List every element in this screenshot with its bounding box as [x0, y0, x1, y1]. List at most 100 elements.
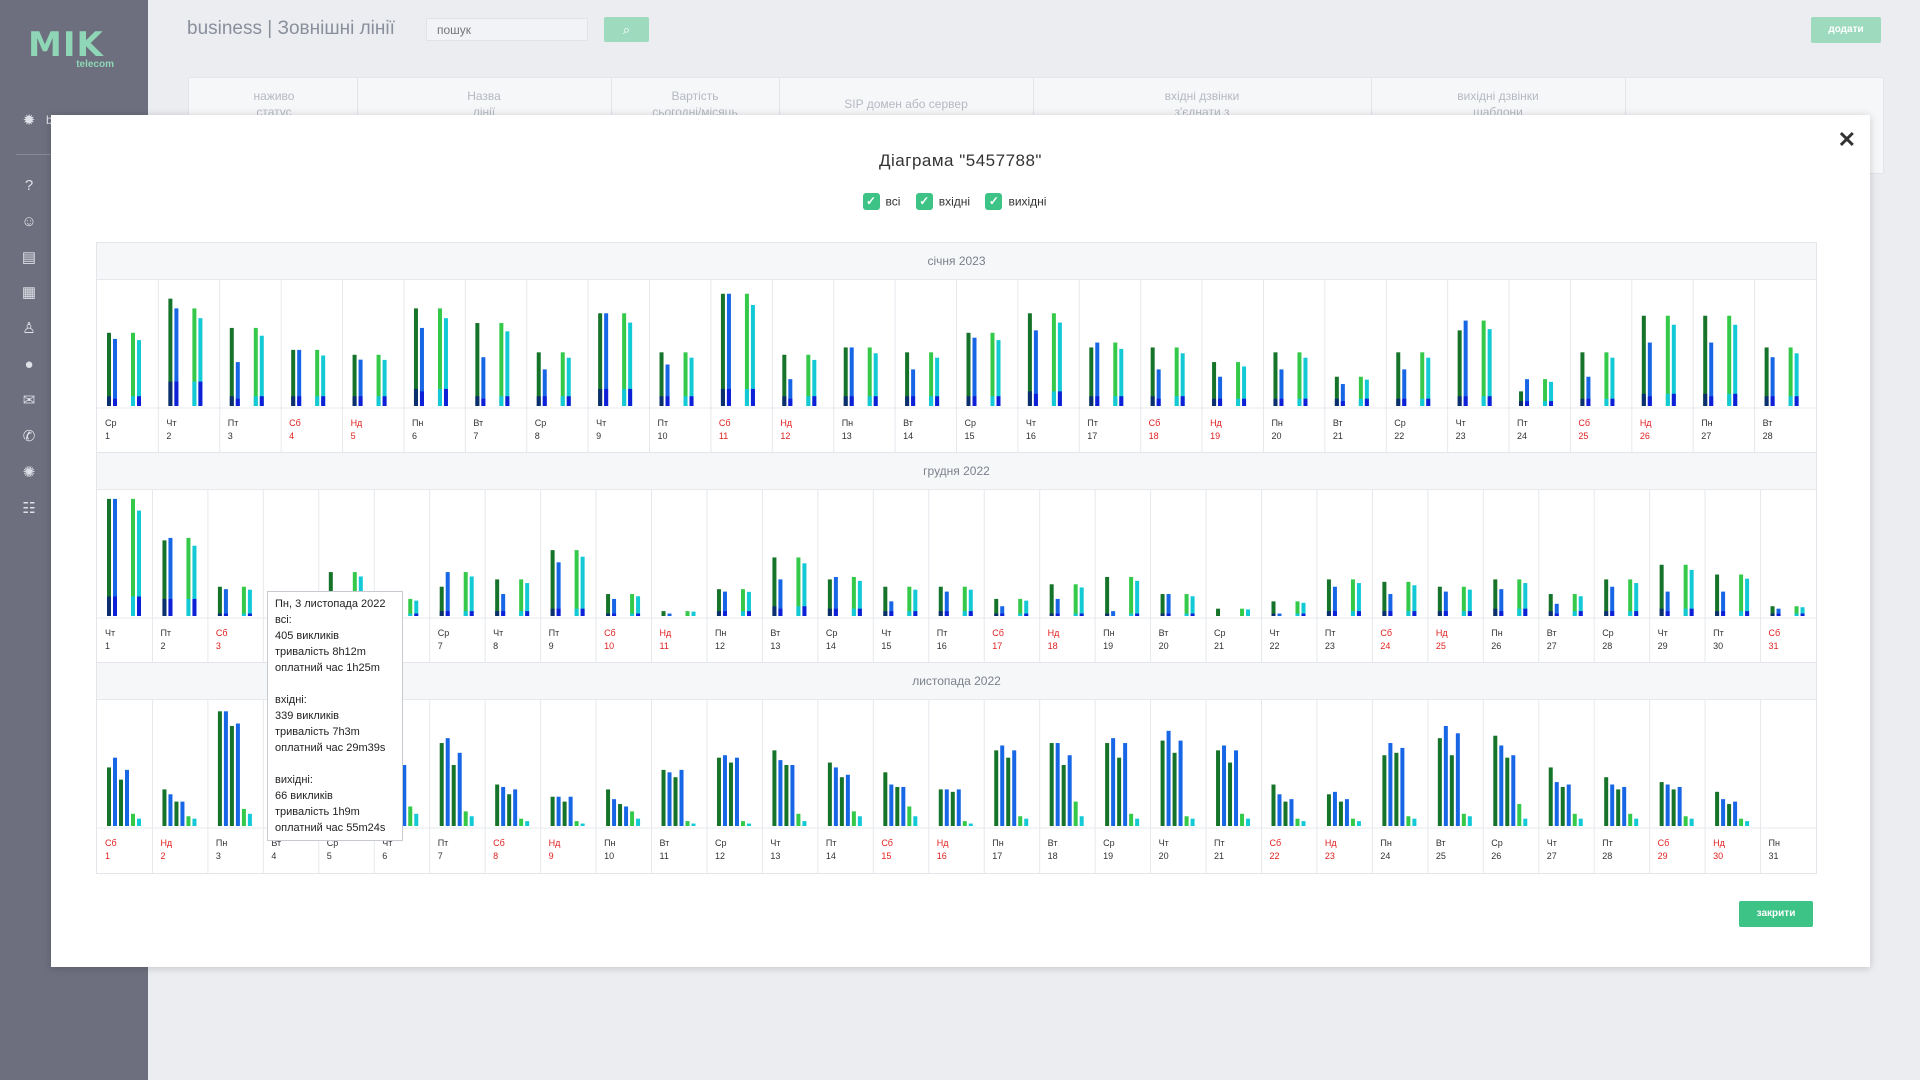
day-bars[interactable]	[495, 784, 530, 826]
day-bars[interactable]	[495, 579, 530, 616]
day-bars[interactable]	[107, 332, 141, 406]
day-bars[interactable]	[1105, 738, 1140, 826]
day-bars[interactable]	[168, 298, 203, 406]
day-bars[interactable]	[1382, 743, 1417, 826]
day-bars[interactable]	[883, 772, 918, 826]
day-bars[interactable]	[883, 586, 918, 616]
day-bars[interactable]	[606, 789, 641, 826]
day-bars[interactable]	[938, 789, 973, 826]
day-bars[interactable]	[1437, 586, 1472, 616]
day-bars[interactable]	[772, 557, 807, 616]
day-bars[interactable]	[994, 745, 1029, 826]
day-bars[interactable]	[162, 537, 197, 616]
day-bars[interactable]	[1382, 581, 1417, 616]
day-bars[interactable]	[1271, 784, 1306, 826]
day-bars[interactable]	[1160, 594, 1195, 616]
day-bars[interactable]	[1659, 782, 1694, 826]
day-bars[interactable]	[107, 498, 141, 616]
day-bars[interactable]	[659, 352, 694, 406]
day-bars[interactable]	[1703, 315, 1738, 406]
day-bars[interactable]	[291, 349, 326, 406]
day-bars[interactable]	[1273, 352, 1308, 406]
dot-icon[interactable]: ●	[24, 356, 34, 373]
day-bars[interactable]	[162, 789, 197, 826]
day-bars[interactable]	[1715, 574, 1750, 616]
day-bars[interactable]	[598, 313, 633, 406]
day-bars[interactable]	[1580, 352, 1615, 406]
day-bars[interactable]	[217, 586, 252, 616]
day-bars[interactable]	[1770, 606, 1805, 616]
day-bars[interactable]	[994, 598, 1029, 616]
day-bars[interactable]	[229, 327, 264, 406]
day-bars[interactable]	[1216, 745, 1251, 826]
search-input[interactable]	[426, 18, 588, 41]
day-bars[interactable]	[1150, 347, 1185, 406]
day-bars[interactable]	[1764, 347, 1799, 406]
day-bars[interactable]	[107, 757, 141, 826]
day-bars[interactable]	[1715, 791, 1750, 826]
day-bars[interactable]	[661, 769, 696, 826]
day-bars[interactable]	[1493, 735, 1528, 826]
checkbox-checked-icon[interactable]: ✓	[985, 193, 1003, 210]
day-bars[interactable]	[217, 711, 252, 826]
close-icon[interactable]: ✕	[1837, 127, 1856, 152]
filter-outgoing[interactable]: ✓ вихідні	[985, 193, 1046, 210]
day-bars[interactable]	[1493, 579, 1528, 616]
day-bars[interactable]	[1049, 584, 1084, 616]
document-icon[interactable]: ▤	[21, 249, 37, 266]
day-bars[interactable]	[827, 762, 862, 826]
day-bars[interactable]	[720, 293, 755, 406]
day-bars[interactable]	[475, 323, 510, 406]
calendar-icon[interactable]: ▦	[21, 284, 37, 301]
close-button[interactable]: закрити	[1739, 901, 1813, 927]
day-bars[interactable]	[550, 550, 585, 616]
day-bars[interactable]	[536, 352, 571, 406]
day-bars[interactable]	[1089, 342, 1124, 406]
day-bars[interactable]	[1396, 352, 1431, 406]
checkbox-checked-icon[interactable]: ✓	[862, 193, 880, 210]
user-settings-icon[interactable]: ♙	[22, 320, 36, 337]
day-bars[interactable]	[550, 796, 585, 826]
day-bars[interactable]	[1604, 777, 1639, 826]
day-bars[interactable]	[1160, 730, 1195, 826]
filter-all[interactable]: ✓ всі	[862, 193, 900, 210]
filter-incoming[interactable]: ✓ вхідні	[915, 193, 970, 210]
day-bars[interactable]	[413, 308, 448, 406]
question-icon[interactable]: ?	[24, 177, 34, 194]
day-bars[interactable]	[1105, 576, 1140, 616]
sidebar-active-label[interactable]: b	[46, 113, 53, 127]
user-icon[interactable]: ☺	[21, 213, 37, 230]
search-button[interactable]: ⌕	[604, 17, 649, 42]
day-bars[interactable]	[1271, 601, 1306, 616]
checkbox-checked-icon[interactable]: ✓	[915, 193, 933, 210]
day-bars[interactable]	[827, 576, 862, 616]
day-bars[interactable]	[661, 611, 696, 616]
day-bars[interactable]	[1212, 362, 1247, 406]
day-bars[interactable]	[1659, 564, 1694, 616]
day-bars[interactable]	[843, 347, 878, 406]
phone-icon[interactable]: ✆	[22, 428, 36, 445]
day-bars[interactable]	[782, 354, 817, 406]
day-bars[interactable]	[1027, 313, 1062, 406]
day-bars[interactable]	[1334, 376, 1369, 406]
add-button[interactable]: додати	[1811, 17, 1881, 43]
day-bars[interactable]	[1326, 791, 1361, 826]
day-bars[interactable]	[716, 755, 751, 826]
day-bars[interactable]	[1641, 315, 1676, 406]
day-bars[interactable]	[1604, 579, 1639, 616]
day-bars[interactable]	[439, 572, 474, 616]
day-bars[interactable]	[1326, 579, 1361, 616]
day-bars[interactable]	[1548, 767, 1583, 826]
day-bars[interactable]	[716, 589, 751, 616]
day-bars[interactable]	[439, 738, 474, 826]
day-bars[interactable]	[772, 750, 807, 826]
settings-icon[interactable]: ✺	[22, 464, 36, 481]
users-icon[interactable]: ☷	[22, 500, 36, 517]
day-bars[interactable]	[1457, 320, 1492, 406]
day-bars[interactable]	[966, 332, 1001, 406]
mail-icon[interactable]: ✉	[22, 392, 36, 409]
day-bars[interactable]	[905, 352, 940, 406]
day-bars[interactable]	[1049, 743, 1084, 826]
day-bars[interactable]	[1519, 379, 1554, 406]
day-bars[interactable]	[352, 354, 387, 406]
